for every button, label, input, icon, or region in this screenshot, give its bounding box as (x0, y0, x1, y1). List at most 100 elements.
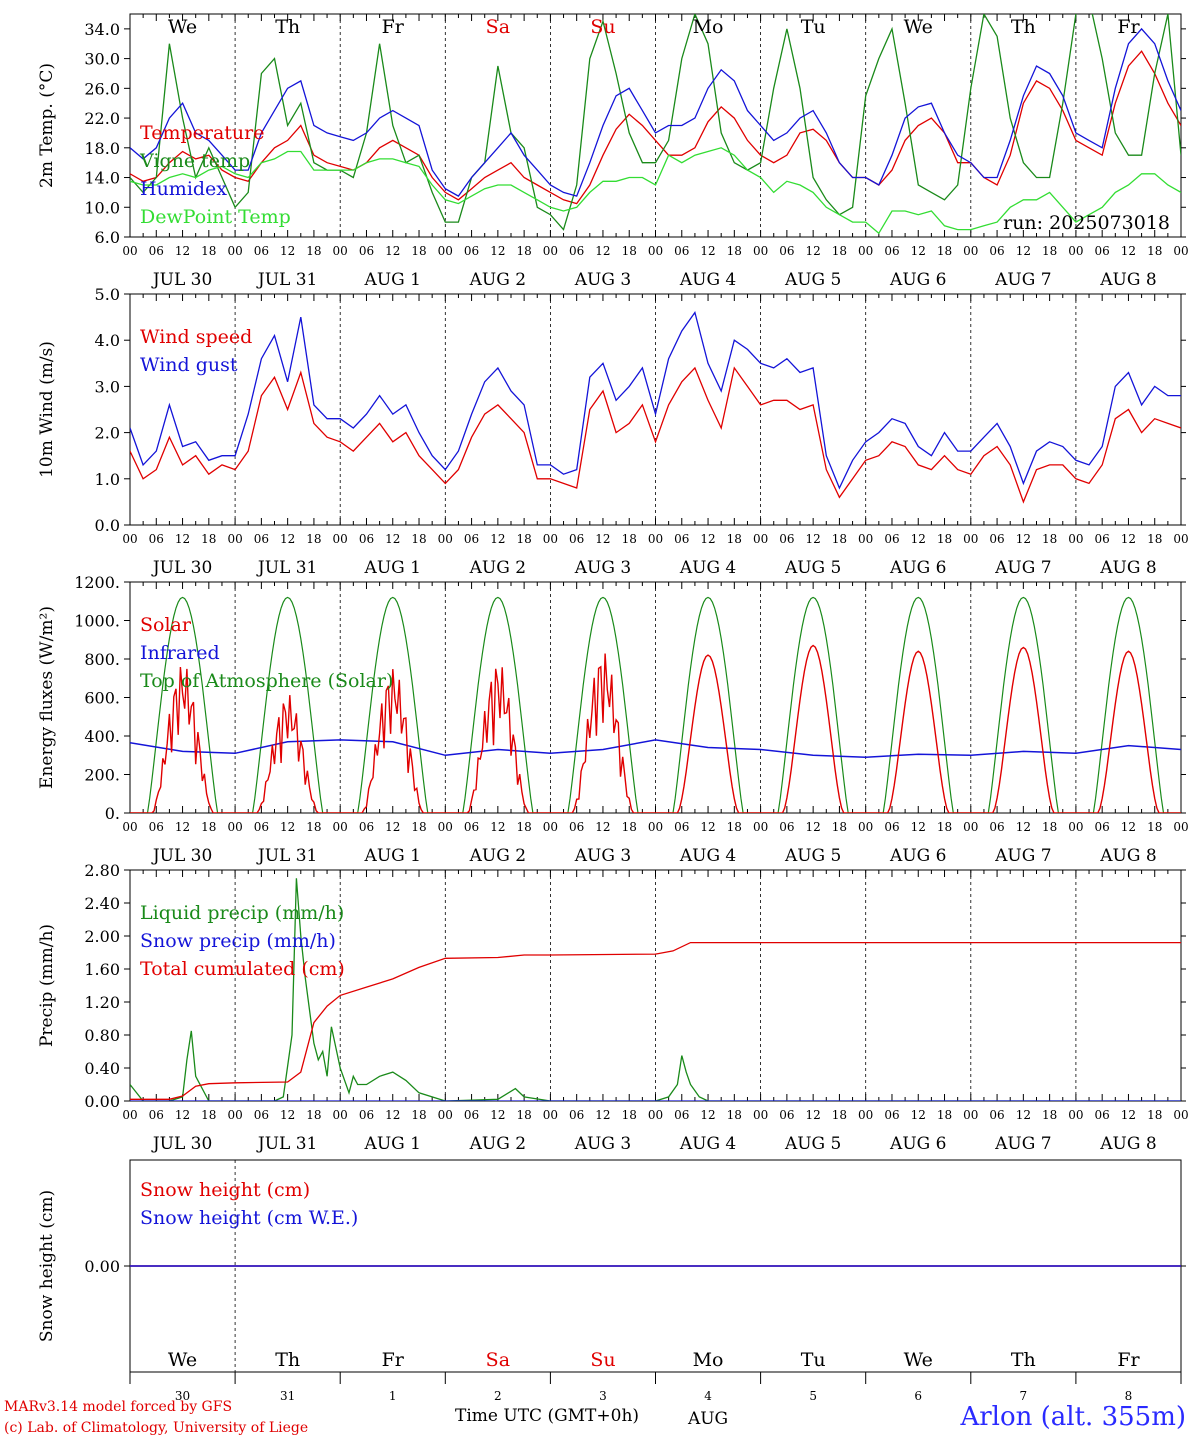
hour-label: 00 (227, 820, 242, 834)
legend-entry: Temperature (140, 122, 264, 144)
hour-label: 06 (254, 820, 269, 834)
date-label: AUG 3 (574, 270, 631, 290)
weekday-label: We (904, 16, 933, 38)
date-label: AUG 5 (784, 846, 841, 866)
hour-label: 18 (1147, 820, 1162, 834)
hour-label: 06 (254, 1108, 269, 1122)
weekday-label: Mo (693, 1349, 724, 1371)
series-solar-line (130, 644, 1181, 813)
hour-label: 18 (201, 1108, 216, 1122)
hour-label: 00 (753, 1108, 768, 1122)
hour-label: 06 (1095, 820, 1110, 834)
hour-label: 06 (989, 532, 1004, 546)
hour-label: 06 (884, 1108, 899, 1122)
y-axis-label: Snow height (cm) (37, 1190, 57, 1342)
hour-label: 18 (1042, 244, 1057, 258)
hour-label: 06 (149, 1108, 164, 1122)
hour-label: 12 (385, 244, 400, 258)
y-tick-label: 1200. (74, 573, 120, 592)
hour-label: 06 (674, 244, 689, 258)
hour-label: 18 (306, 820, 321, 834)
hour-label: 18 (516, 244, 531, 258)
date-label: JUL 30 (151, 558, 212, 578)
day-number-label: 31 (280, 1389, 295, 1403)
hour-label: 18 (832, 532, 847, 546)
weekday-label: Sa (486, 16, 510, 38)
hour-label: 00 (122, 1108, 137, 1122)
legend-entry: Wind gust (140, 354, 238, 376)
hour-label: 00 (227, 532, 242, 546)
hour-label: 00 (858, 1108, 873, 1122)
hour-label: 00 (1068, 1108, 1083, 1122)
hour-label: 18 (201, 820, 216, 834)
date-label: AUG 6 (889, 270, 946, 290)
hour-label: 06 (779, 244, 794, 258)
hour-label: 12 (911, 244, 926, 258)
hour-label: 06 (464, 1108, 479, 1122)
weekday-label: Th (1011, 1349, 1036, 1371)
hour-label: 06 (989, 1108, 1004, 1122)
hour-label: 06 (464, 532, 479, 546)
date-label: AUG 5 (784, 1134, 841, 1154)
date-label: AUG 1 (364, 1134, 421, 1154)
hour-label: 00 (543, 820, 558, 834)
hour-label: 12 (595, 244, 610, 258)
run-label: run: 2025073018 (1003, 212, 1170, 234)
hour-label: 00 (648, 820, 663, 834)
hour-label: 06 (359, 1108, 374, 1122)
series-line-liquid-precip-mm-h- (130, 878, 1181, 1101)
y-tick-label: 0.00 (84, 1092, 120, 1111)
hour-label: 18 (1147, 532, 1162, 546)
weekday-label: Tu (801, 16, 826, 38)
day-number-label: 30 (175, 1389, 190, 1403)
weekday-label: We (168, 16, 197, 38)
hour-label: 12 (280, 244, 295, 258)
y-tick-label: 2.0 (95, 424, 120, 443)
legend-entry: Infrared (140, 642, 220, 664)
hour-label: 00 (1173, 244, 1188, 258)
hour-label: 00 (963, 820, 978, 834)
hour-label: 06 (254, 532, 269, 546)
date-label: AUG 1 (364, 558, 421, 578)
hour-label: 00 (963, 244, 978, 258)
date-label: AUG 4 (679, 558, 736, 578)
hour-label: 06 (149, 244, 164, 258)
weekday-label: Th (275, 16, 300, 38)
hour-label: 12 (280, 820, 295, 834)
hour-label: 06 (1095, 244, 1110, 258)
hour-label: 00 (438, 532, 453, 546)
hour-label: 12 (595, 1108, 610, 1122)
date-label: AUG 4 (679, 270, 736, 290)
y-tick-label: 1000. (74, 612, 120, 631)
hour-label: 18 (411, 820, 426, 834)
y-tick-label: 18.0 (84, 139, 120, 158)
hour-label: 06 (779, 1108, 794, 1122)
date-label: AUG 3 (574, 558, 631, 578)
hour-label: 00 (122, 532, 137, 546)
date-label: AUG 5 (784, 270, 841, 290)
hour-label: 18 (832, 820, 847, 834)
y-tick-label: 1.0 (95, 470, 120, 489)
hour-label: 12 (385, 532, 400, 546)
series-line-humidex (130, 27, 1181, 197)
legend-entry: Humidex (140, 178, 227, 200)
hour-label: 12 (490, 532, 505, 546)
date-label: JUL 30 (151, 1134, 212, 1154)
hour-label: 18 (622, 820, 637, 834)
date-label: AUG 7 (994, 846, 1051, 866)
date-label: AUG 2 (469, 846, 526, 866)
hour-label: 06 (1095, 1108, 1110, 1122)
hour-label: 12 (385, 1108, 400, 1122)
hour-label: 06 (464, 820, 479, 834)
weekday-label: Su (590, 1349, 615, 1371)
hour-label: 18 (727, 532, 742, 546)
hour-label: 06 (569, 532, 584, 546)
hour-label: 00 (227, 1108, 242, 1122)
hour-label: 18 (201, 532, 216, 546)
hour-label: 12 (490, 820, 505, 834)
hour-label: 00 (333, 1108, 348, 1122)
legend-entry: Top of Atmosphere (Solar) (140, 670, 393, 692)
hour-label: 18 (727, 244, 742, 258)
hour-label: 06 (989, 244, 1004, 258)
y-tick-label: 4.0 (95, 331, 120, 350)
